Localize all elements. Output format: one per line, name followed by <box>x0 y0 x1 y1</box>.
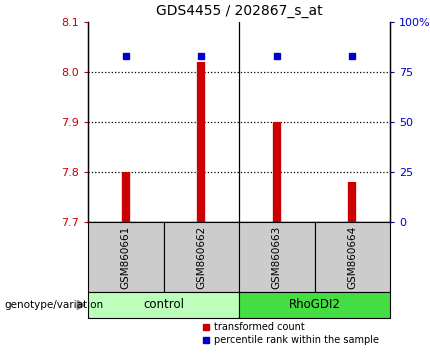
Title: GDS4455 / 202867_s_at: GDS4455 / 202867_s_at <box>156 4 322 18</box>
Text: RhoGDI2: RhoGDI2 <box>289 298 341 312</box>
Text: GSM860661: GSM860661 <box>121 225 131 289</box>
Text: GSM860664: GSM860664 <box>347 225 357 289</box>
Text: control: control <box>143 298 184 312</box>
Text: GSM860662: GSM860662 <box>196 225 206 289</box>
Text: genotype/variation: genotype/variation <box>4 300 104 310</box>
Text: GSM860663: GSM860663 <box>272 225 282 289</box>
Legend: transformed count, percentile rank within the sample: transformed count, percentile rank withi… <box>199 319 383 349</box>
